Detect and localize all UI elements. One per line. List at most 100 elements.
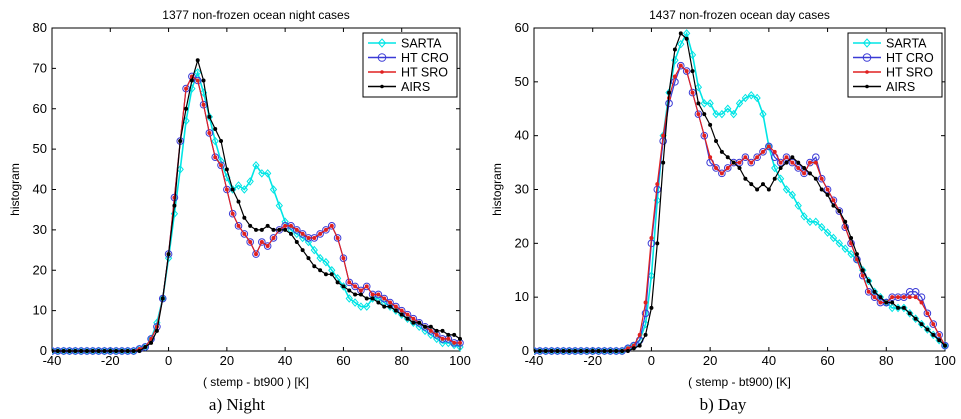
chart-panel-night: 1377 non-frozen ocean night cases -40 -20 0… bbox=[8, 8, 471, 389]
data-point bbox=[643, 332, 648, 337]
data-point bbox=[678, 31, 683, 36]
x-tick-label: -20 bbox=[583, 353, 602, 368]
data-point bbox=[364, 296, 369, 301]
data-point bbox=[714, 139, 719, 144]
x-tick-label: -40 bbox=[43, 353, 62, 368]
data-point bbox=[306, 235, 311, 240]
data-point bbox=[322, 257, 330, 267]
data-point bbox=[647, 271, 656, 280]
data-point bbox=[835, 207, 844, 215]
legend-item: SARTA bbox=[853, 37, 927, 51]
data-point bbox=[382, 296, 387, 301]
data-point bbox=[271, 235, 276, 240]
data-point bbox=[534, 346, 538, 355]
data-point bbox=[376, 292, 381, 297]
data-point bbox=[258, 169, 266, 178]
data-point bbox=[584, 349, 589, 353]
data-point bbox=[747, 158, 756, 167]
data-point bbox=[543, 349, 548, 353]
data-point bbox=[901, 295, 906, 300]
data-point bbox=[263, 242, 272, 250]
data-point bbox=[189, 78, 194, 83]
legend-item: HT CRO bbox=[368, 51, 449, 65]
x-tick-label: -40 bbox=[525, 353, 544, 368]
data-point bbox=[641, 309, 650, 318]
data-point bbox=[417, 320, 422, 325]
data-point bbox=[737, 165, 742, 170]
data-point bbox=[370, 292, 375, 297]
data-point bbox=[271, 227, 276, 232]
data-point bbox=[788, 158, 797, 167]
data-point bbox=[702, 112, 707, 117]
data-point bbox=[677, 39, 685, 49]
data-point bbox=[864, 287, 873, 296]
data-point bbox=[818, 222, 826, 232]
data-point bbox=[265, 244, 270, 249]
data-point bbox=[661, 133, 666, 138]
data-point bbox=[759, 109, 767, 119]
y-axis-label: histogram bbox=[8, 163, 22, 216]
data-point bbox=[829, 233, 838, 243]
data-point bbox=[784, 160, 789, 165]
data-point bbox=[393, 304, 398, 309]
data-point bbox=[211, 136, 219, 146]
data-point bbox=[672, 47, 677, 52]
data-point bbox=[688, 88, 697, 97]
data-point bbox=[847, 239, 855, 248]
data-point bbox=[753, 153, 761, 161]
data-point bbox=[778, 165, 783, 170]
legend-marker bbox=[865, 70, 869, 74]
data-point bbox=[102, 349, 107, 353]
data-point bbox=[694, 82, 703, 92]
data-point bbox=[905, 287, 914, 296]
chart-panel-day: 1437 non-frozen ocean day cases -40 -20 0 20… bbox=[490, 8, 956, 389]
data-point bbox=[428, 324, 433, 329]
data-point bbox=[229, 185, 237, 194]
data-point bbox=[357, 302, 365, 311]
data-point bbox=[108, 349, 113, 353]
data-point bbox=[694, 110, 703, 118]
data-point bbox=[534, 349, 536, 353]
data-point bbox=[125, 349, 130, 353]
data-point bbox=[434, 328, 439, 333]
data-point bbox=[865, 276, 873, 286]
legend-marker bbox=[862, 53, 872, 62]
series-airs bbox=[534, 31, 947, 353]
data-point bbox=[819, 187, 824, 192]
data-point bbox=[265, 223, 270, 228]
data-point bbox=[333, 234, 342, 242]
series-airs bbox=[52, 58, 462, 353]
data-point bbox=[884, 300, 889, 305]
data-point bbox=[860, 268, 865, 273]
legend-marker bbox=[380, 70, 384, 74]
data-point bbox=[52, 346, 56, 355]
data-point bbox=[749, 182, 754, 187]
data-point bbox=[300, 231, 305, 236]
data-point bbox=[450, 340, 458, 350]
data-point bbox=[631, 346, 636, 351]
data-point bbox=[684, 36, 689, 41]
data-point bbox=[776, 174, 785, 184]
data-point bbox=[794, 201, 802, 210]
data-point bbox=[708, 122, 713, 127]
data-point bbox=[872, 289, 877, 294]
data-point bbox=[242, 215, 247, 220]
data-point bbox=[812, 153, 820, 161]
data-point bbox=[737, 160, 742, 165]
data-point bbox=[428, 328, 433, 333]
data-point bbox=[240, 185, 249, 194]
data-point bbox=[671, 56, 679, 65]
data-point bbox=[234, 222, 243, 230]
data-point bbox=[813, 160, 818, 165]
data-point bbox=[731, 160, 736, 165]
data-point bbox=[849, 235, 854, 240]
data-point bbox=[79, 349, 84, 353]
data-point bbox=[312, 235, 317, 240]
data-point bbox=[316, 230, 324, 238]
x-tick-label: 80 bbox=[879, 353, 893, 368]
data-point bbox=[925, 311, 930, 316]
data-point bbox=[254, 252, 258, 257]
data-point bbox=[347, 288, 352, 293]
